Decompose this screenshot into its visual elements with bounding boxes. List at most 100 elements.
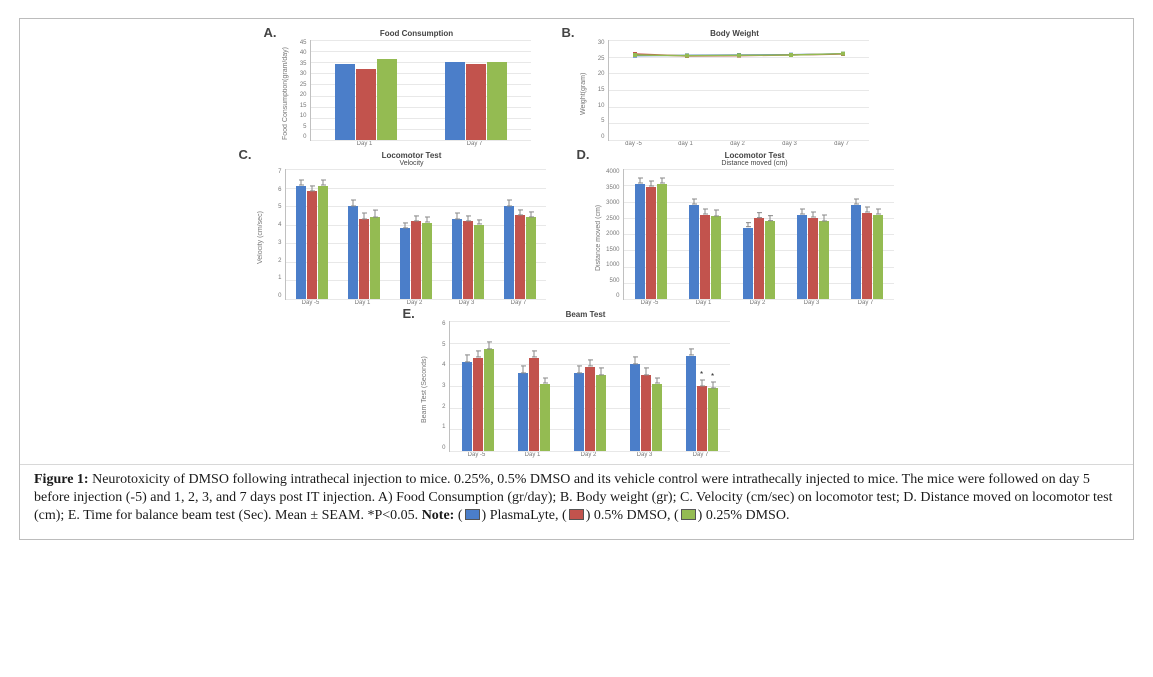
bar-dmso050 (473, 358, 483, 451)
bar-plasmalyte (630, 364, 640, 451)
y-tick: 15 (589, 87, 605, 93)
bar-dmso050 (463, 221, 473, 299)
x-tick: Day 1 (505, 452, 561, 458)
figure-card: A.Food ConsumptionFood Consumption(gram/… (19, 18, 1134, 540)
chart-title: Food Consumption (282, 29, 552, 38)
bar-plasmalyte (851, 205, 861, 299)
marker-dmso025 (633, 53, 637, 57)
y-tick: 20 (291, 92, 307, 98)
bar-dmso025 (657, 184, 667, 299)
y-tick: 6 (266, 187, 282, 193)
bar-dmso025 (422, 223, 432, 299)
y-tick: 7 (266, 169, 282, 175)
bar-plasmalyte (335, 64, 355, 140)
panel-E: E.Beam TestBeam Test (Seconds)6543210**D… (403, 306, 751, 458)
x-tick: Day -5 (449, 452, 505, 458)
bar-plasmalyte (797, 215, 807, 300)
dmso050-swatch (569, 509, 584, 520)
panel-letter: D. (577, 147, 590, 162)
y-tick: 2 (266, 258, 282, 264)
y-tick: 10 (291, 113, 307, 119)
note-label: Note: (422, 508, 455, 523)
bar-dmso050 (307, 191, 317, 299)
bar-group (630, 364, 662, 451)
bar-dmso025 (652, 384, 662, 451)
y-axis-label: Velocity (cm/sec) (257, 169, 264, 306)
x-tick: Day 2 (561, 452, 617, 458)
bar-dmso025 (474, 225, 484, 299)
marker-dmso025 (685, 54, 689, 58)
bar-plasmalyte (452, 219, 462, 299)
bar-dmso050 (754, 218, 764, 299)
y-tick: 5 (266, 204, 282, 210)
figure-label: Figure 1: (34, 472, 89, 487)
bar-group: ** (686, 356, 718, 451)
x-tick: Day 7 (673, 452, 729, 458)
y-tick: 15 (291, 103, 307, 109)
bar-dmso025 (540, 384, 550, 451)
line-svg (609, 40, 869, 140)
y-tick: 5 (589, 118, 605, 124)
dmso025-swatch (681, 509, 696, 520)
bar-group (574, 367, 606, 452)
y-axis-label: Food Consumption(gram/day) (282, 40, 289, 147)
bar-group (851, 205, 883, 299)
bar-dmso025 (711, 216, 721, 299)
panel-letter: B. (562, 25, 575, 40)
y-tick: 5 (430, 342, 446, 348)
bar-dmso050 (359, 219, 369, 299)
bar-plasmalyte (462, 362, 472, 451)
x-tick: Day 3 (785, 300, 839, 306)
bar-plasmalyte (686, 356, 696, 451)
y-tick: 2000 (604, 231, 620, 237)
panel-A: A.Food ConsumptionFood Consumption(gram/… (264, 25, 552, 147)
plot-area: ** (449, 321, 730, 452)
bar-dmso025 (318, 186, 328, 299)
y-tick: 0 (291, 134, 307, 140)
y-tick: 3 (266, 240, 282, 246)
bar-dmso025 (596, 375, 606, 451)
y-tick: 0 (589, 134, 605, 140)
bar-dmso025 (819, 221, 829, 299)
y-tick: 500 (604, 278, 620, 284)
plot-area (623, 169, 894, 300)
y-tick: 30 (291, 71, 307, 77)
plot-area (608, 40, 869, 141)
x-tick: Day 7 (839, 300, 893, 306)
bar-group (743, 218, 775, 299)
marker-dmso025 (737, 53, 741, 57)
y-tick: 6 (430, 321, 446, 327)
legend-text: PlasmaLyte, (486, 508, 562, 523)
bar-group (797, 215, 829, 300)
x-tick: Day 3 (617, 452, 673, 458)
chart-title: Locomotor Test (257, 151, 567, 160)
significance-marker: * (700, 370, 703, 379)
x-tick: Day -5 (285, 300, 337, 306)
chart-subtitle: Velocity (257, 160, 567, 167)
y-tick: 1500 (604, 247, 620, 253)
y-tick: 1 (266, 275, 282, 281)
bar-plasmalyte (504, 206, 514, 299)
bar-dmso050 (862, 213, 872, 299)
y-tick: 1 (430, 424, 446, 430)
bar-plasmalyte (518, 373, 528, 451)
y-tick: 3500 (604, 185, 620, 191)
bar-dmso050 (585, 367, 595, 452)
y-tick: 0 (430, 445, 446, 451)
y-tick: 25 (291, 82, 307, 88)
figure-caption: Figure 1: Neurotoxicity of DMSO followin… (20, 464, 1133, 539)
bar-dmso050 (646, 187, 656, 299)
marker-dmso025 (841, 52, 845, 56)
y-tick: 0 (604, 293, 620, 299)
y-tick: 1000 (604, 262, 620, 268)
bar-dmso025: * (708, 388, 718, 451)
panel-C: C.Locomotor TestVelocityVelocity (cm/sec… (239, 147, 567, 306)
panel-D: D.Locomotor TestDistance moved (cm)Dista… (577, 147, 915, 306)
bar-plasmalyte (296, 186, 306, 299)
x-tick: Day 1 (337, 300, 389, 306)
bar-dmso025 (484, 349, 494, 451)
y-tick: 10 (589, 103, 605, 109)
bar-plasmalyte (574, 373, 584, 451)
bar-dmso050: * (697, 386, 707, 451)
y-tick: 45 (291, 40, 307, 46)
